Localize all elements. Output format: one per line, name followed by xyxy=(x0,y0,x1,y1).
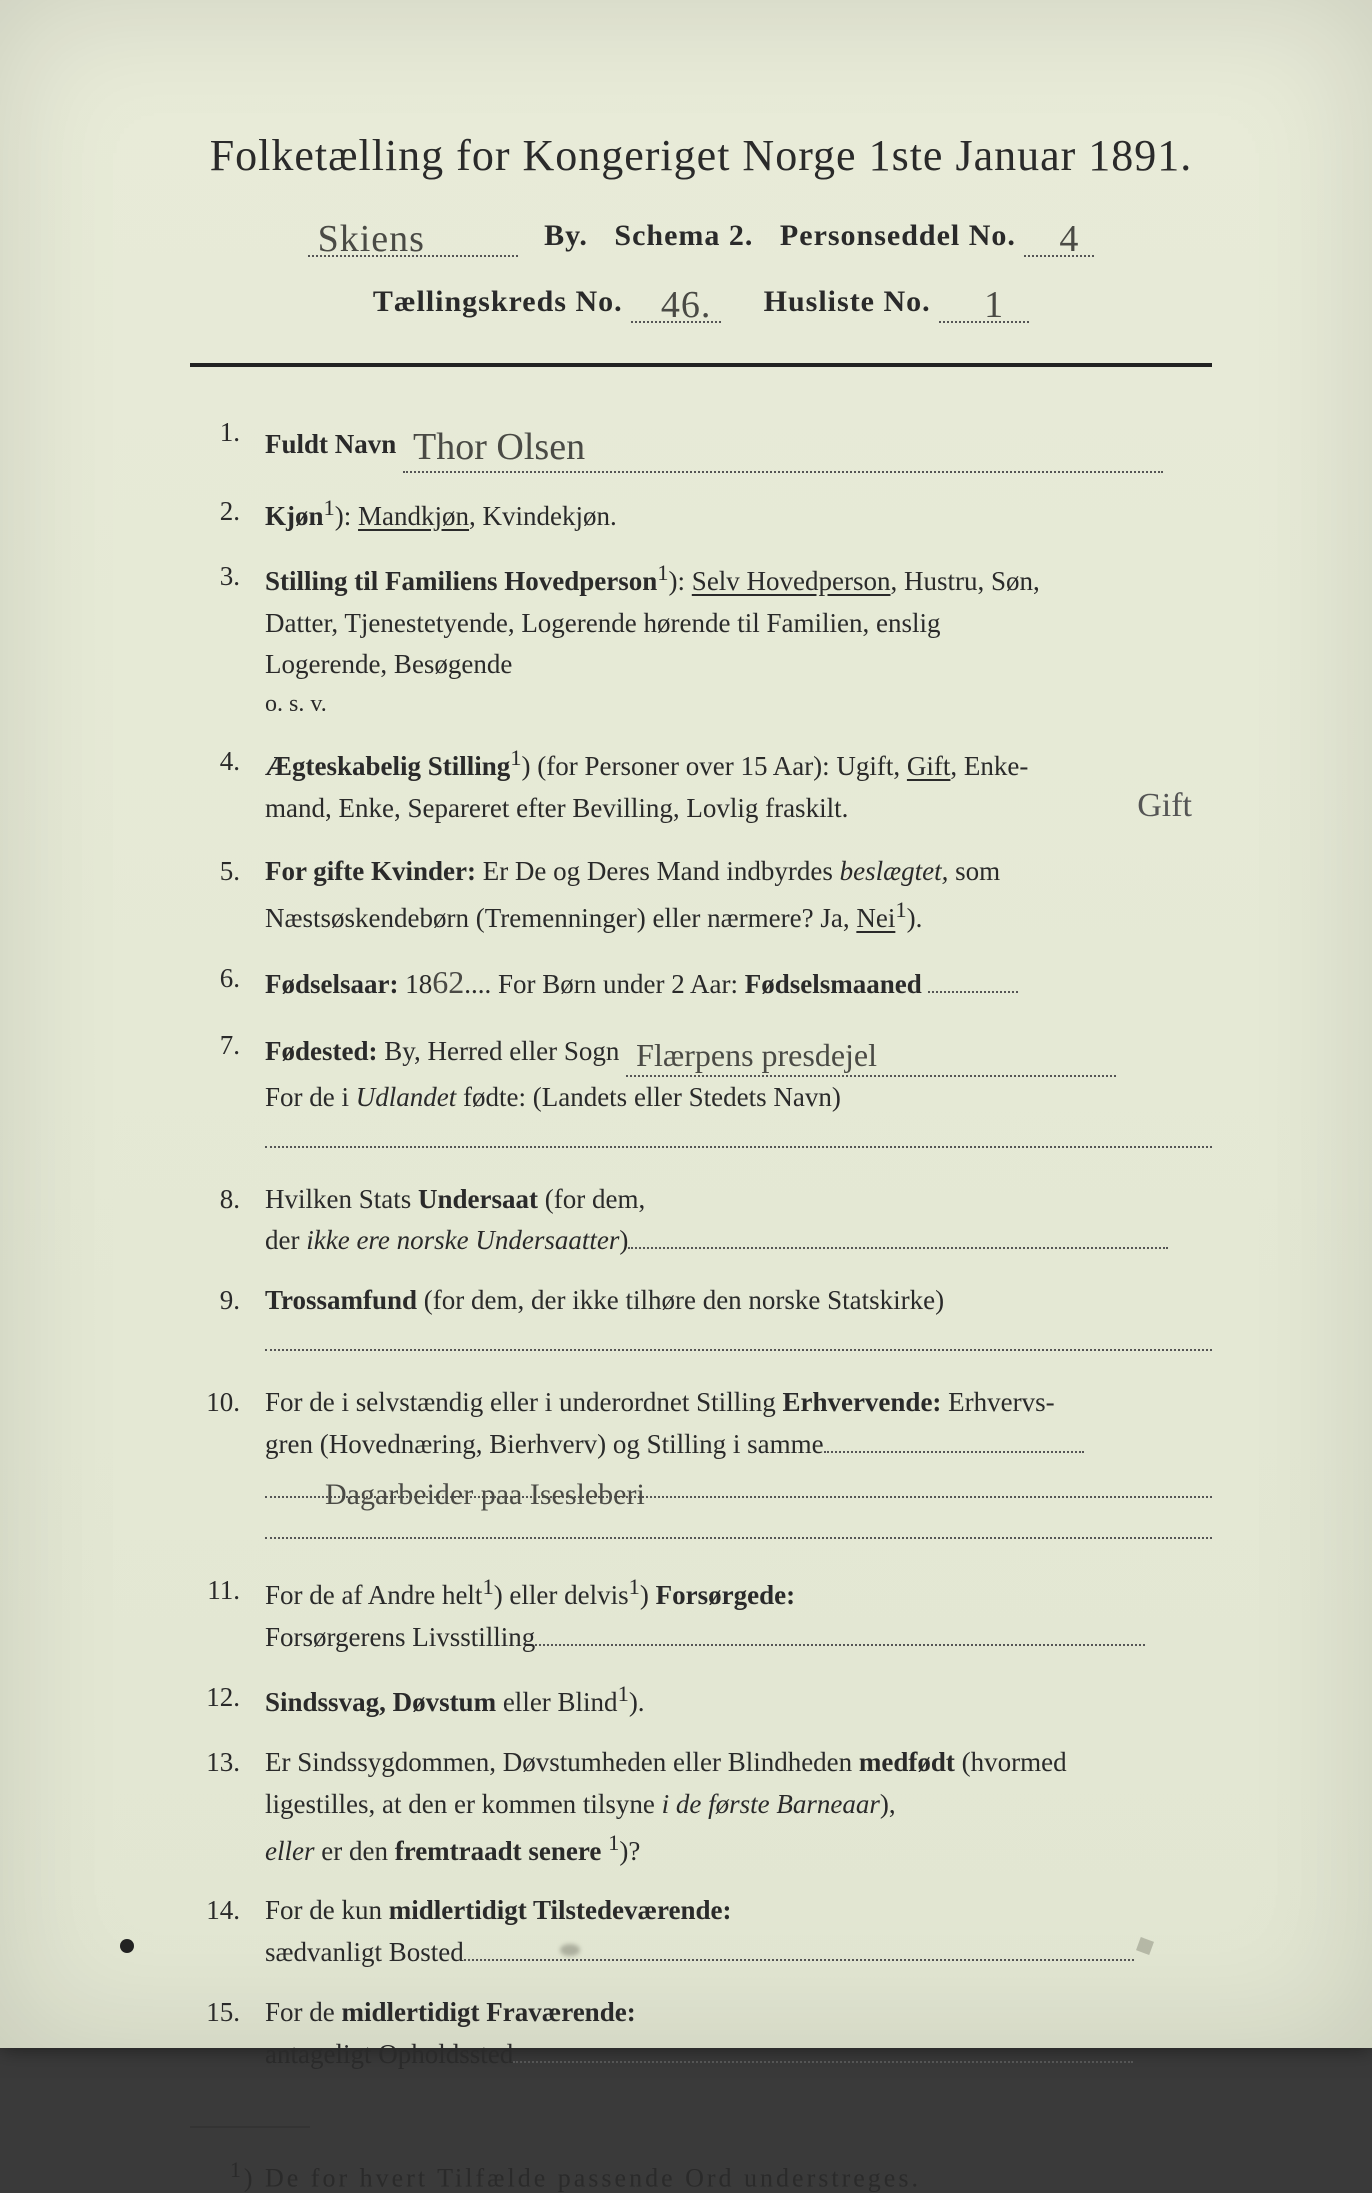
item-8: 8. Hvilken Stats Undersaat (for dem, der… xyxy=(170,1179,1212,1263)
personseddel-label: Personseddel No. xyxy=(780,219,1016,252)
item-3: 3. Stilling til Familiens Hovedperson1):… xyxy=(170,556,1212,724)
mandkjon: Mandkjøn xyxy=(358,501,469,531)
item-5: 5. For gifte Kvinder: Er De og Deres Man… xyxy=(170,851,1212,940)
census-form-page: Folketælling for Kongeriget Norge 1ste J… xyxy=(0,0,1372,2048)
kreds-no: 46. xyxy=(661,283,712,327)
occupation-hw: Dagarbeider paa Isesleberi xyxy=(325,1472,645,1519)
form-title: Folketælling for Kongeriget Norge 1ste J… xyxy=(150,130,1252,181)
by-handwritten: Skiens xyxy=(318,217,425,261)
subtitle-row-2: Tællingskreds No. 46. Husliste No. 1 xyxy=(150,277,1252,323)
item-7: 7. Fødested: By, Herred eller Sogn Flærp… xyxy=(170,1025,1212,1160)
item-12: 12. Sindssvag, Døvstum eller Blind1). xyxy=(170,1677,1212,1724)
personseddel-no: 4 xyxy=(1059,217,1079,261)
punch-hole xyxy=(120,1939,134,1953)
item-14: 14. For de kun midlertidigt Tilstedevære… xyxy=(170,1890,1212,1974)
item-1: 1. Fuldt Navn Thor Olsen xyxy=(170,412,1212,473)
subtitle-row-1: Skiens By. Schema 2. Personseddel No. 4 xyxy=(150,211,1252,257)
item-10: 10. For de i selvstændig eller i underor… xyxy=(170,1382,1212,1552)
item-9: 9. Trossamfund (for dem, der ikke tilhør… xyxy=(170,1280,1212,1364)
smudge xyxy=(560,1944,580,1956)
item-15: 15. For de midlertidigt Fraværende: anta… xyxy=(170,1992,1212,2076)
birthyear-hw: 62 xyxy=(432,964,464,1000)
schema-label: Schema 2. xyxy=(614,219,753,252)
divider-top xyxy=(190,363,1212,367)
form-items: 1. Fuldt Navn Thor Olsen 2. Kjøn1): Mand… xyxy=(150,412,1252,2076)
husliste-label: Husliste No. xyxy=(764,285,931,318)
husliste-no: 1 xyxy=(984,283,1004,327)
item-4: 4. Ægteskabelig Stilling1) (for Personer… xyxy=(170,741,1212,833)
birthplace-hw: Flærpens presdejel xyxy=(636,1031,877,1081)
item-6: 6. Fødselsaar: 1862.... For Børn under 2… xyxy=(170,958,1212,1008)
item-13: 13. Er Sindssygdommen, Døvstumheden elle… xyxy=(170,1742,1212,1873)
by-label: By. xyxy=(544,219,588,252)
item-11: 11. For de af Andre helt1) eller delvis1… xyxy=(170,1570,1212,1659)
kreds-label: Tællingskreds No. xyxy=(373,285,623,318)
footnote: 1) De for hvert Tilfælde passende Ord un… xyxy=(150,2158,1252,2193)
item-2: 2. Kjøn1): Mandkjøn, Kvindekjøn. xyxy=(170,491,1212,538)
gift-handwritten: Gift xyxy=(1137,780,1192,833)
divider-footnote xyxy=(190,2126,310,2128)
selv-hovedperson: Selv Hovedperson xyxy=(692,566,891,596)
fullname-hw: Thor Olsen xyxy=(413,418,585,477)
